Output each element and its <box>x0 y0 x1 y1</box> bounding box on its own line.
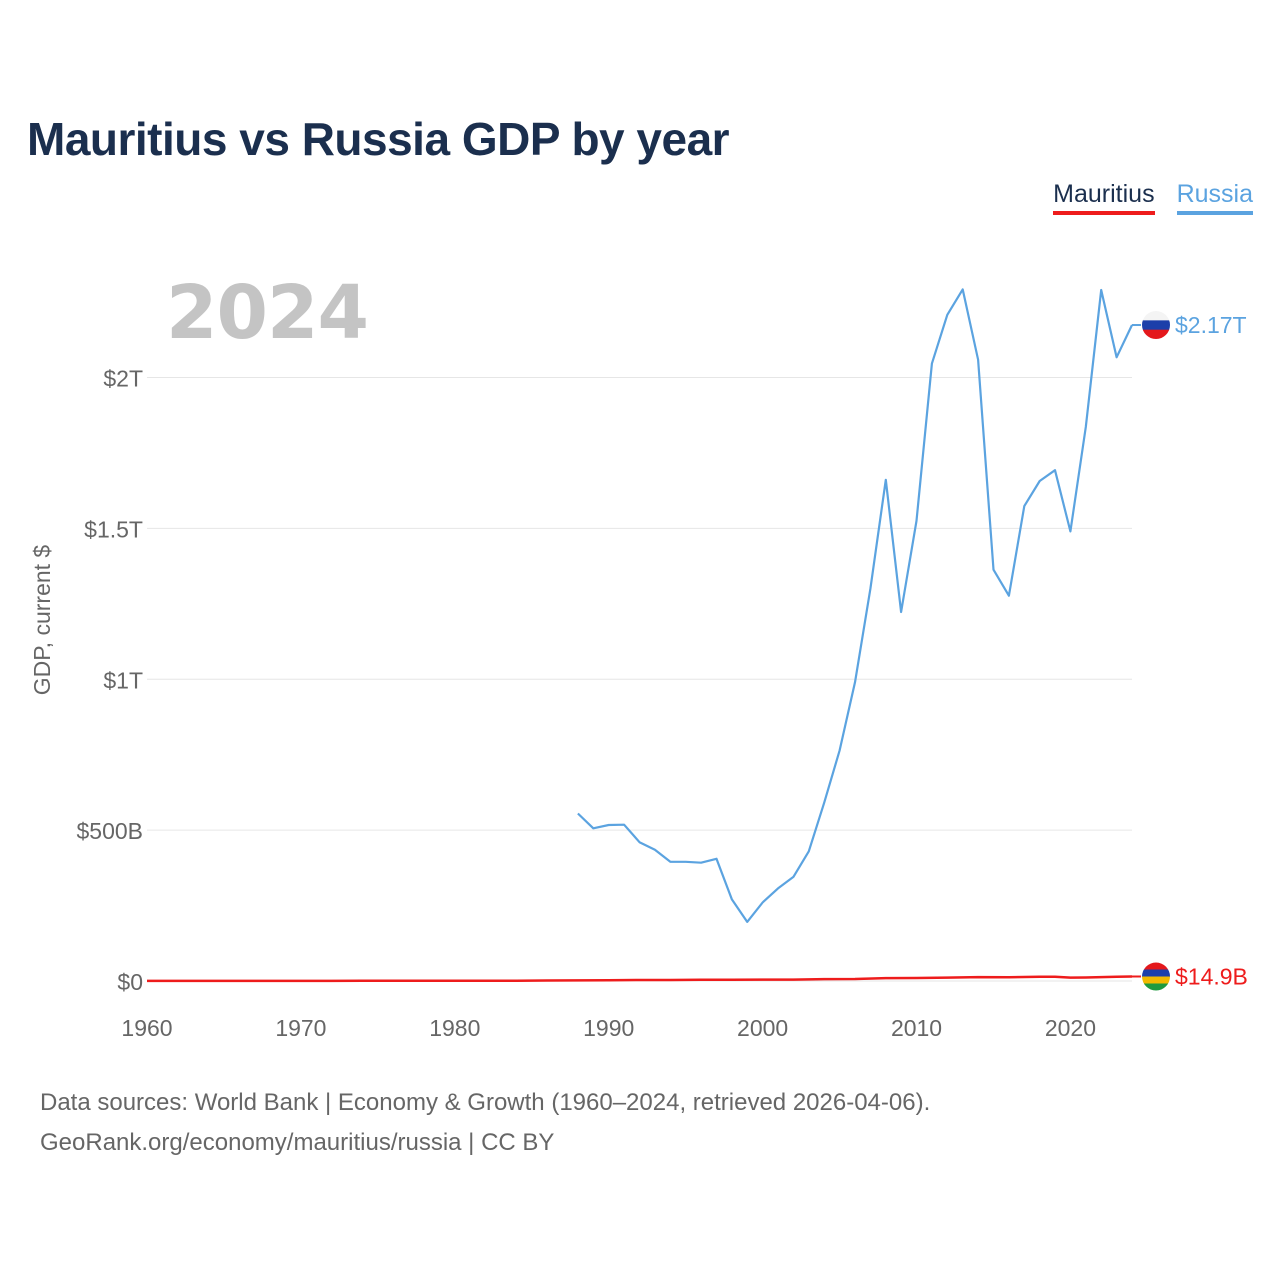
x-tick-label: 1990 <box>583 1015 634 1041</box>
mauritius-flag-icon <box>1142 962 1170 991</box>
series-line-russia <box>577 288 1133 924</box>
russia-flag-icon <box>1142 311 1170 340</box>
series-line-mauritius <box>147 975 1133 983</box>
y-tick-label: $0 <box>117 969 143 995</box>
y-tick-label: $2T <box>103 366 143 392</box>
x-tick-label: 1980 <box>429 1015 480 1041</box>
x-tick-label: 2010 <box>891 1015 942 1041</box>
y-tick-label: $500B <box>76 818 143 844</box>
x-tick-label: 2000 <box>737 1015 788 1041</box>
series-end-label: $14.9B <box>1175 964 1248 990</box>
y-tick-label: $1T <box>103 667 143 693</box>
x-tick-label: 1970 <box>275 1015 326 1041</box>
gdp-line-chart: $0 $500B $1T $1.5T $2T 1960 1970 1980 1990 2000 20… <box>29 288 1248 1041</box>
footer: Data sources: World Bank | Economy & Gro… <box>40 1083 930 1163</box>
legend: Mauritius Russia <box>1053 180 1253 215</box>
data-sources-text: Data sources: World Bank | Economy & Gro… <box>40 1089 931 1116</box>
y-tick-label: $1.5T <box>84 516 143 542</box>
series-end-label: $2.17T <box>1175 312 1247 338</box>
legend-item-mauritius[interactable]: Mauritius <box>1053 180 1155 215</box>
y-axis-label: GDP, current $ <box>29 545 55 696</box>
chart-title: Mauritius vs Russia GDP by year <box>27 113 730 165</box>
credit-text: GeoRank.org/economy/mauritius/russia | C… <box>40 1129 555 1156</box>
year-watermark: 2024 <box>166 270 369 356</box>
x-tick-label: 1960 <box>121 1015 172 1041</box>
legend-item-russia[interactable]: Russia <box>1176 180 1253 215</box>
x-tick-label: 2020 <box>1045 1015 1096 1041</box>
